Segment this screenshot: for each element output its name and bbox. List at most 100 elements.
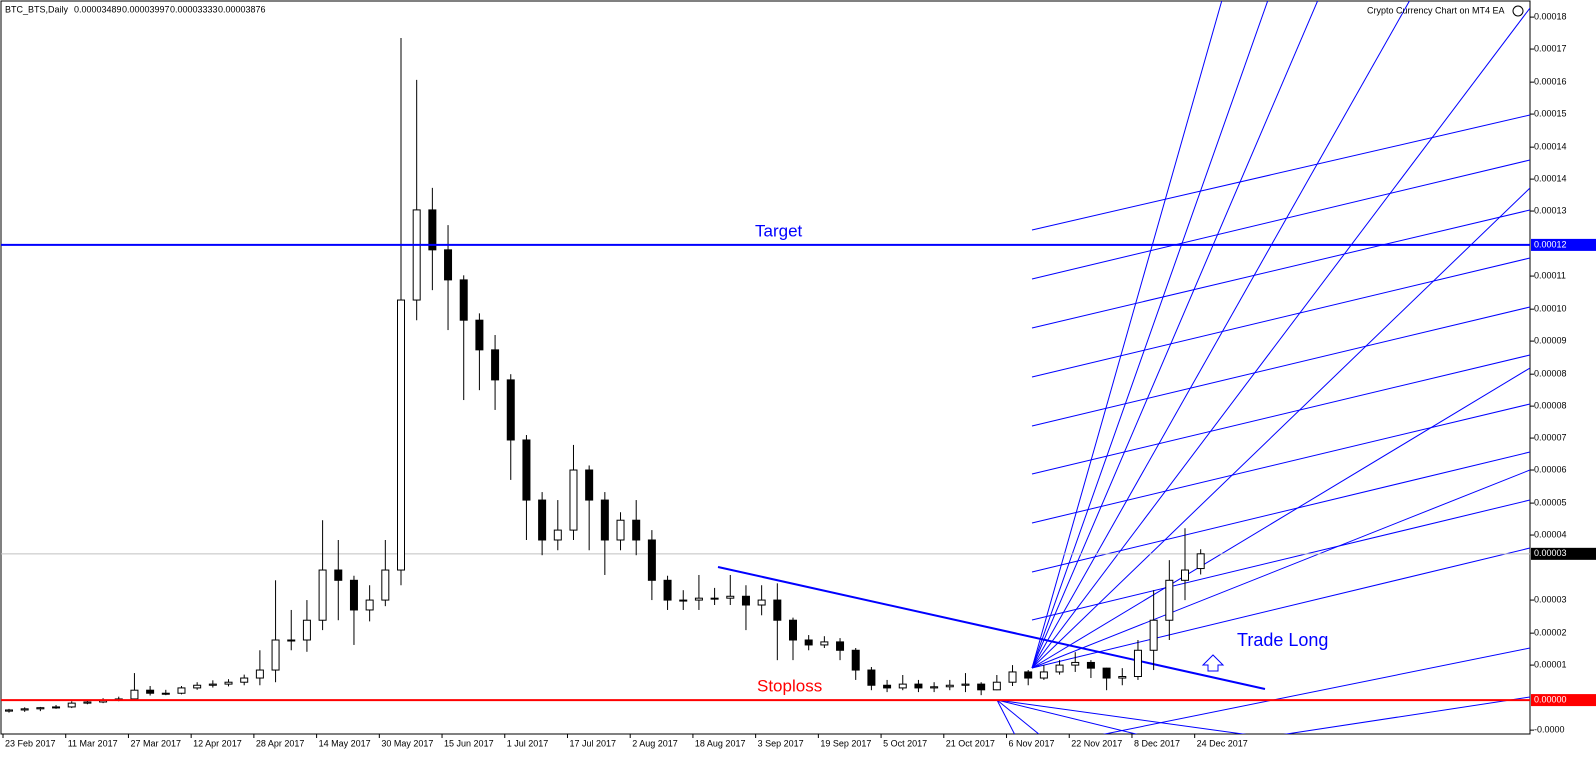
y-tick-label: 0.00010	[1534, 304, 1567, 314]
y-tick-label: 0.00009	[1534, 335, 1567, 345]
y-tick-label: 0.00005	[1534, 497, 1567, 507]
candle-body	[1118, 676, 1127, 679]
level-label: 0.00000	[1534, 694, 1567, 704]
trend-line	[717, 566, 1266, 690]
candle-body	[1133, 649, 1142, 678]
x-tick-label: 15 Jun 2017	[444, 738, 494, 748]
candle-body	[193, 684, 202, 689]
x-tick-label: 11 Mar 2017	[68, 738, 118, 748]
candle-body	[930, 686, 939, 689]
candle-body	[836, 641, 845, 651]
candle-body	[522, 439, 531, 501]
candle-body	[334, 569, 343, 581]
x-tick-label: 1 Jul 2017	[507, 738, 549, 748]
candle-body	[459, 279, 468, 321]
candle-body	[992, 681, 1001, 691]
level-tag	[1531, 694, 1596, 707]
level-tag	[1531, 238, 1596, 251]
candle-body	[302, 619, 311, 641]
candle-body	[491, 349, 500, 381]
header-value: 0.00003997	[122, 4, 170, 14]
candle-body	[36, 707, 45, 710]
x-tick-label: 22 Nov 2017	[1071, 738, 1122, 748]
candle-body	[1055, 664, 1064, 673]
header-value: 0.00003876	[218, 4, 266, 14]
x-tick-label: 6 Nov 2017	[1009, 738, 1055, 748]
candle-body	[1039, 671, 1048, 679]
x-tick-label: 19 Sep 2017	[820, 738, 871, 748]
x-tick-label: 21 Oct 2017	[946, 738, 995, 748]
candle-body	[616, 519, 625, 541]
candle-body	[255, 669, 264, 679]
candle-body	[773, 599, 782, 621]
x-tick-label: 12 Apr 2017	[193, 738, 242, 748]
candle-body	[444, 249, 453, 281]
candle-body	[741, 595, 750, 606]
candle-body	[318, 569, 327, 621]
candle-body	[679, 599, 688, 602]
candle-body	[349, 579, 358, 611]
y-tick-label: -0.0000	[1534, 725, 1565, 735]
candle-body	[130, 689, 139, 700]
y-tick-label: 0.00001	[1534, 659, 1567, 669]
candle-body	[553, 529, 562, 541]
x-tick-label: 18 Aug 2017	[695, 738, 746, 748]
candle-body	[538, 499, 547, 541]
candle-body	[1102, 667, 1111, 679]
candle-body	[1149, 619, 1158, 651]
y-tick-label: 0.00007	[1534, 432, 1567, 442]
x-tick-label: 8 Dec 2017	[1134, 738, 1180, 748]
annotation: Trade Long	[1237, 630, 1328, 650]
x-tick-label: 17 Jul 2017	[569, 738, 616, 748]
candle-body	[287, 639, 296, 642]
candle-body	[412, 209, 421, 301]
candle-body	[898, 683, 907, 689]
candle-body	[240, 677, 249, 683]
header-value: 0.00003489	[74, 4, 122, 14]
y-tick-label: 0.00008	[1534, 401, 1567, 411]
candle-body	[1165, 579, 1174, 621]
x-tick-label: 23 Feb 2017	[5, 738, 56, 748]
candle-body	[945, 684, 954, 688]
y-tick-label: 0.00014	[1534, 173, 1567, 183]
candle-body	[757, 599, 766, 606]
corner-text: Crypto Currency Chart on MT4 EA	[1367, 5, 1505, 15]
header-value: 0.00003333	[170, 4, 218, 14]
candle-body	[961, 683, 970, 686]
candle-body	[224, 681, 233, 685]
candle-body	[271, 639, 280, 671]
candle-body	[177, 687, 186, 694]
y-tick-label: 0.00004	[1534, 529, 1567, 539]
x-tick-label: 5 Oct 2017	[883, 738, 927, 748]
x-tick-label: 24 Dec 2017	[1197, 738, 1248, 748]
price-tag	[1531, 547, 1596, 560]
candle-body	[475, 319, 484, 351]
candle-body	[647, 539, 656, 581]
candle-body	[585, 469, 594, 501]
candle-body	[1086, 661, 1095, 669]
smiley-icon	[1512, 5, 1524, 17]
gann-fan	[996, 1, 1530, 734]
candle-body	[569, 469, 578, 531]
candle-body	[600, 499, 609, 541]
candle-body	[5, 709, 13, 712]
candle-body	[1181, 569, 1189, 581]
candle-body	[789, 619, 797, 641]
candle-body	[67, 702, 76, 708]
plot-layer	[1, 38, 1530, 713]
candle-body	[694, 597, 703, 601]
candle-body	[820, 641, 829, 646]
candle-body	[632, 519, 641, 541]
candle-body	[397, 299, 405, 571]
y-tick-label: 0.00002	[1534, 628, 1567, 638]
candle-body	[52, 706, 61, 709]
chart-title: BTC_BTS,Daily	[5, 4, 69, 14]
candle-body	[726, 595, 735, 599]
candle-body	[506, 379, 515, 441]
candle-body	[914, 683, 923, 689]
y-tick-label: 0.00006	[1534, 464, 1567, 474]
x-tick-label: 30 May 2017	[381, 738, 433, 748]
x-tick-label: 14 May 2017	[319, 738, 371, 748]
level-name: Stoploss	[757, 677, 822, 696]
x-tick-label: 3 Sep 2017	[758, 738, 804, 748]
